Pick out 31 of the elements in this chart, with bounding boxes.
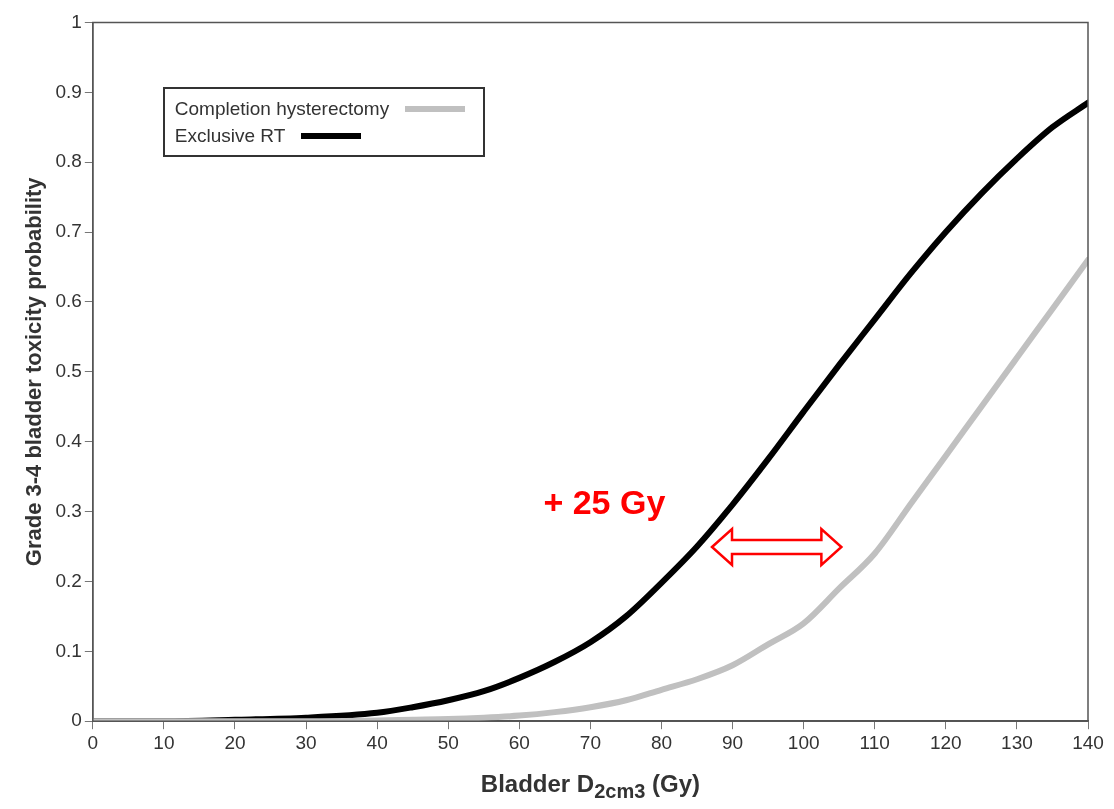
y-tick-label: 0.3 [55, 499, 82, 521]
x-tick-label: 110 [859, 731, 890, 753]
legend-label: Completion hysterectomy [174, 97, 390, 122]
x-tick-label: 120 [929, 731, 962, 753]
x-tick-label: 140 [1072, 731, 1104, 753]
x-tick-label: 60 [508, 731, 530, 753]
x-tick-label: 90 [722, 731, 744, 753]
y-tick-label: 0.1 [55, 639, 82, 661]
x-tick-label: 10 [153, 731, 175, 753]
y-tick-label: 0.9 [55, 80, 82, 102]
y-tick-label: 0.4 [55, 429, 83, 451]
y-tick-label: 0.8 [55, 150, 82, 172]
y-tick-label: 0.7 [55, 220, 82, 242]
x-tick-label: 70 [579, 731, 601, 753]
x-tick-label: 30 [295, 731, 317, 753]
x-tick-label: 80 [650, 731, 673, 753]
x-tick-label: 100 [787, 731, 820, 753]
y-tick-label: 1 [71, 10, 82, 32]
x-axis-title: Bladder D$_{2cm3}$ (Gy) [479, 770, 701, 803]
x-tick-label: 40 [366, 731, 388, 753]
y-tick-label: 0.6 [55, 290, 82, 312]
legend-label: Exclusive RT [174, 124, 286, 149]
x-tick-label: 130 [1001, 731, 1033, 753]
y-tick-label: 0 [71, 709, 82, 731]
x-tick-label: 20 [224, 731, 246, 753]
x-tick-label: 50 [437, 731, 459, 753]
y-tick-label: 0.5 [55, 360, 82, 382]
y-tick-label: 0.2 [55, 569, 82, 591]
annotation: + 25 Gy [543, 482, 666, 521]
y-axis-title: Grade 3-4 bladder toxicity probability [21, 176, 47, 567]
x-tick-label: 0 [87, 731, 99, 753]
